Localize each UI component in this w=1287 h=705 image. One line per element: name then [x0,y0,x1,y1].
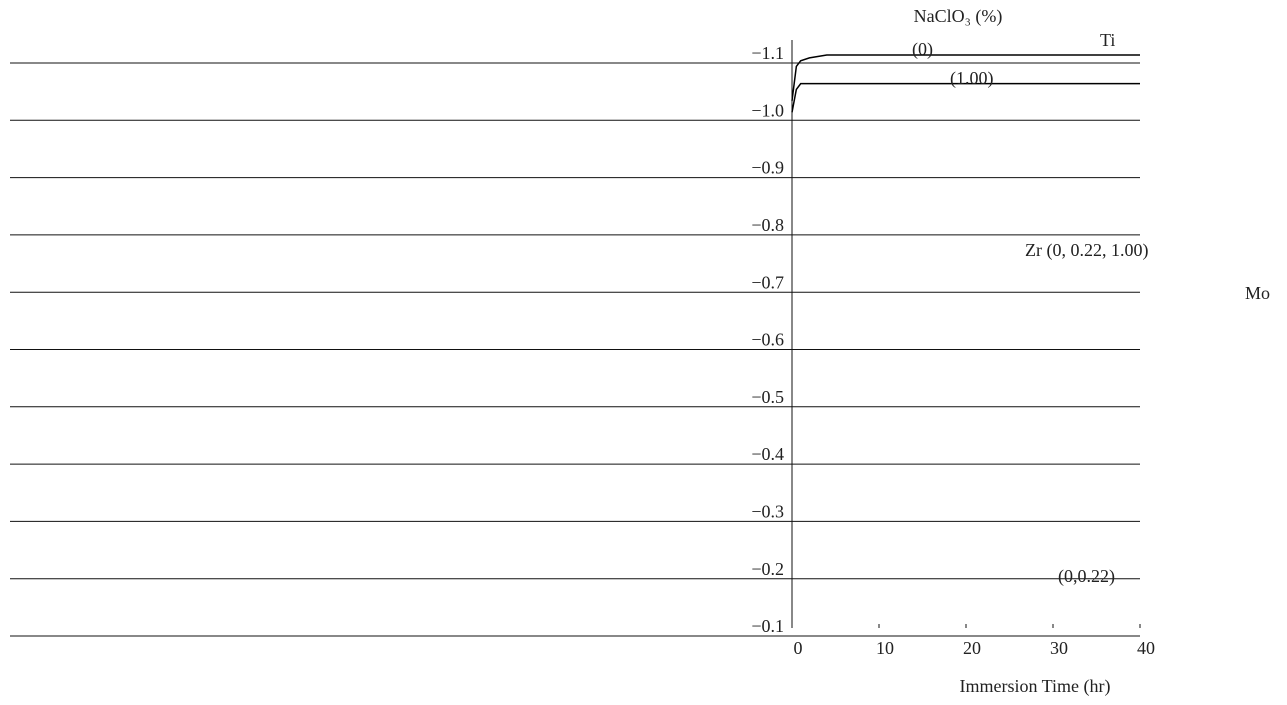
y-tick-label: −0.9 [751,158,784,178]
x-tick-label: 0 [794,638,803,658]
annotation: Ti [1100,30,1115,50]
series-line [791,54,1140,101]
annotation: (0,0.22) [1058,566,1115,587]
annotation: Zr (0, 0.22, 1.00) [1025,240,1148,261]
x-tick-label: 10 [876,638,894,658]
x-axis-label: Immersion Time (hr) [960,676,1111,697]
y-tick-label: −0.7 [751,272,784,292]
legend-entry: (0) [912,39,933,60]
y-tick-label: −0.5 [751,387,784,407]
x-tick-label: 40 [1137,638,1155,658]
y-tick-label: −0.3 [751,502,784,522]
y-tick-label: −0.4 [751,444,784,464]
y-tick-label: −0.2 [751,559,784,579]
y-tick-label: −1.0 [751,100,784,120]
y-tick-label: −0.8 [751,215,784,235]
y-tick-label: −0.1 [751,616,784,636]
legend-title: NaClO₃ (%) [914,6,1003,27]
legend-entry: (1.00) [950,68,994,89]
y-tick-label: −0.6 [751,330,784,350]
x-tick-label: 30 [1050,638,1068,658]
annotation: Mo [1245,283,1270,303]
x-tick-label: 20 [963,638,981,658]
series-line [791,82,1140,113]
y-tick-label: −1.1 [751,43,784,63]
